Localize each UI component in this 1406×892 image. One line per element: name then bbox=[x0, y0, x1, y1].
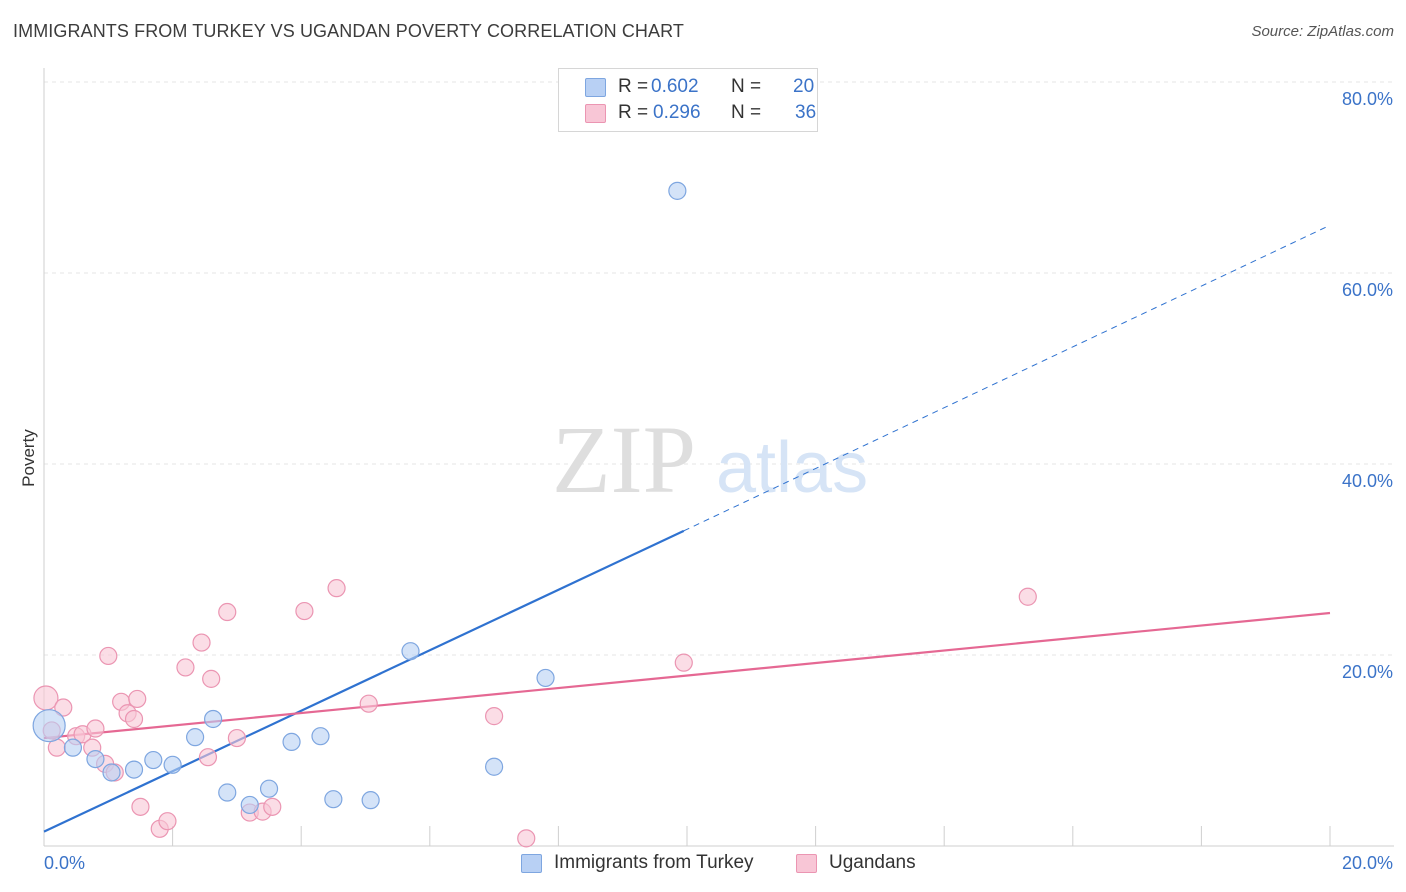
legend-r-value: 0.602 bbox=[651, 76, 699, 97]
point-ugandans bbox=[263, 797, 282, 816]
point-ugandans bbox=[99, 646, 118, 666]
point-turkey bbox=[218, 783, 237, 802]
x-tick-labels: 0.0% 20.0% bbox=[44, 853, 1393, 873]
y-axis-label: Poverty bbox=[19, 429, 38, 487]
point-ugandans bbox=[674, 653, 693, 672]
bottom-legend-swatch-pink bbox=[796, 854, 817, 873]
legend-swatch-blue bbox=[585, 78, 606, 97]
bottom-legend-label-ugandans: Ugandans bbox=[829, 852, 916, 873]
legend-r-label: R = bbox=[618, 76, 649, 97]
watermark-atlas: atlas bbox=[716, 428, 868, 508]
legend-n-value: 20 bbox=[793, 76, 815, 97]
point-turkey bbox=[324, 790, 343, 809]
point-ugandans bbox=[218, 602, 237, 622]
x-axis-ticks bbox=[172, 826, 1331, 846]
point-ugandans bbox=[158, 812, 177, 831]
trendline-turkey bbox=[43, 529, 685, 833]
y-tick-label: 20.0% bbox=[1342, 662, 1393, 682]
watermark: ZIP atlas bbox=[552, 406, 868, 513]
trendline-ugandans bbox=[43, 611, 1331, 740]
watermark-zip: ZIP bbox=[552, 406, 696, 513]
point-ugandans bbox=[295, 601, 314, 621]
point-turkey bbox=[144, 750, 163, 770]
point-ugandans bbox=[485, 707, 504, 726]
bottom-legend-swatch-blue bbox=[521, 854, 542, 873]
point-turkey bbox=[32, 709, 66, 743]
y-tick-label: 40.0% bbox=[1342, 471, 1393, 491]
point-turkey bbox=[401, 642, 420, 661]
point-turkey bbox=[102, 763, 121, 782]
point-ugandans bbox=[176, 658, 195, 677]
point-turkey bbox=[485, 757, 504, 776]
point-turkey bbox=[163, 755, 182, 774]
legend-n-value: 36 bbox=[795, 102, 817, 123]
correlation-legend: R = 0.602 N = 20 R = 0.296 N = 36 bbox=[558, 68, 818, 132]
chart-title: IMMIGRANTS FROM TURKEY VS UGANDAN POVERT… bbox=[13, 21, 684, 41]
point-turkey bbox=[259, 779, 279, 798]
legend-n-label: N = bbox=[731, 102, 762, 123]
point-turkey bbox=[311, 727, 330, 746]
point-ugandans bbox=[1018, 587, 1037, 606]
point-ugandans bbox=[192, 633, 211, 652]
data-points bbox=[32, 181, 1037, 848]
point-turkey bbox=[240, 795, 259, 815]
point-turkey bbox=[63, 738, 83, 757]
trendlines bbox=[43, 224, 1331, 833]
point-ugandans bbox=[54, 698, 73, 717]
point-ugandans bbox=[359, 694, 378, 713]
y-tick-labels: 20.0% 40.0% 60.0% 80.0% bbox=[1342, 89, 1393, 682]
x-tick-label: 20.0% bbox=[1342, 853, 1393, 873]
point-ugandans bbox=[227, 728, 246, 748]
trendline-turkey-extension bbox=[683, 224, 1331, 532]
point-ugandans bbox=[327, 579, 346, 598]
y-tick-label: 80.0% bbox=[1342, 89, 1393, 109]
point-ugandans bbox=[202, 669, 221, 688]
point-ugandans bbox=[128, 689, 147, 709]
legend-swatch-pink bbox=[585, 104, 606, 123]
grid-lines bbox=[44, 81, 1394, 656]
legend-n-label: N = bbox=[731, 76, 762, 97]
point-ugandans bbox=[517, 829, 536, 848]
point-turkey bbox=[668, 181, 687, 200]
point-turkey bbox=[124, 760, 144, 779]
bottom-legend-label-turkey: Immigrants from Turkey bbox=[554, 852, 754, 873]
point-turkey bbox=[536, 668, 555, 688]
point-turkey bbox=[186, 728, 205, 747]
point-turkey bbox=[282, 732, 301, 752]
point-turkey bbox=[204, 709, 223, 729]
point-ugandans bbox=[124, 709, 144, 729]
y-tick-label: 60.0% bbox=[1342, 280, 1393, 300]
point-turkey bbox=[361, 791, 380, 810]
legend-r-label: R = bbox=[618, 102, 649, 123]
point-ugandans bbox=[198, 748, 218, 767]
legend-r-value: 0.296 bbox=[653, 102, 701, 123]
x-tick-label: 0.0% bbox=[44, 853, 85, 873]
point-ugandans bbox=[131, 797, 150, 816]
point-ugandans bbox=[86, 719, 105, 738]
point-turkey bbox=[86, 749, 105, 769]
source-label: Source: ZipAtlas.com bbox=[1251, 23, 1394, 40]
